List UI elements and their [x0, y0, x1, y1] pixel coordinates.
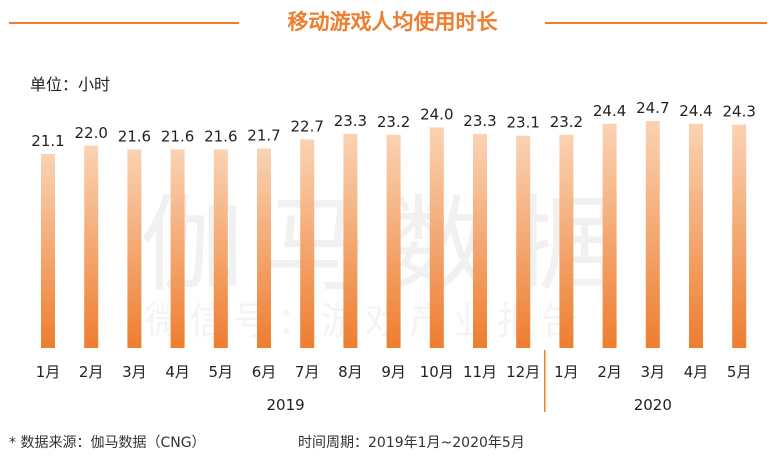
value-label: 23.1: [506, 114, 539, 132]
category-label: 5月: [209, 363, 234, 381]
category-label: 1月: [554, 363, 579, 381]
value-label: 21.1: [31, 132, 64, 150]
value-label: 24.0: [420, 105, 453, 123]
category-label: 12月: [506, 363, 540, 381]
category-label: 5月: [727, 363, 752, 381]
value-label: 24.4: [593, 102, 626, 120]
category-label: 3月: [641, 363, 666, 381]
bar-13: [559, 134, 574, 348]
category-label: 11月: [463, 363, 497, 381]
bar-8: [343, 133, 358, 348]
source-note: * 数据来源：伽马数据（CNG）: [9, 435, 206, 451]
value-label: 23.2: [377, 113, 410, 131]
category-label: 10月: [420, 363, 454, 381]
bar-7: [300, 139, 315, 348]
value-label: 24.4: [679, 102, 712, 120]
category-label: 7月: [295, 363, 320, 381]
category-label: 2月: [79, 363, 104, 381]
bar-3: [127, 149, 142, 348]
category-label: 6月: [252, 363, 277, 381]
unit-label: 单位：小时: [30, 75, 111, 94]
bar-2: [84, 145, 99, 348]
category-label: 3月: [122, 363, 147, 381]
bar-chart: 21.1 1月 22.0 2月 21.6 3月 21.6 4月 21.6 5月 21.7 6月 22.7…: [31, 99, 756, 414]
category-label: 1月: [36, 363, 61, 381]
category-label: 4月: [684, 363, 709, 381]
year-group-label: 2020: [634, 396, 672, 414]
bar-10: [429, 127, 444, 349]
category-label: 9月: [381, 363, 406, 381]
value-label: 23.2: [550, 113, 583, 131]
bar-14: [602, 123, 617, 348]
bar-1: [41, 154, 55, 348]
value-label: 23.3: [463, 112, 496, 130]
bar-17: [732, 124, 747, 349]
category-label: 8月: [338, 363, 363, 381]
title-rule-right: [545, 22, 767, 24]
value-label: 24.7: [636, 99, 669, 117]
bar-5: [213, 149, 228, 348]
value-label: 21.6: [204, 127, 237, 145]
bar-4: [170, 149, 185, 348]
bar-6: [257, 148, 271, 348]
value-label: 21.6: [161, 127, 194, 145]
year-group-label: 2019: [267, 396, 305, 414]
value-label: 21.7: [247, 127, 280, 145]
bar-16: [689, 123, 703, 348]
value-label: 23.3: [334, 112, 367, 130]
value-label: 22.7: [290, 117, 323, 135]
bar-12: [516, 135, 531, 348]
category-label: 4月: [165, 363, 190, 381]
title-rule-left: [9, 22, 239, 24]
bar-15: [645, 121, 660, 348]
category-label: 2月: [597, 363, 622, 381]
value-label: 24.3: [722, 103, 755, 121]
bar-11: [473, 133, 487, 348]
bar-9: [386, 134, 401, 348]
value-label: 21.6: [118, 127, 151, 145]
time-period-note: 时间周期：2019年1月~2020年5月: [298, 435, 525, 451]
value-label: 22.0: [74, 124, 107, 142]
chart-title: 移动游戏人均使用时长: [287, 10, 498, 34]
